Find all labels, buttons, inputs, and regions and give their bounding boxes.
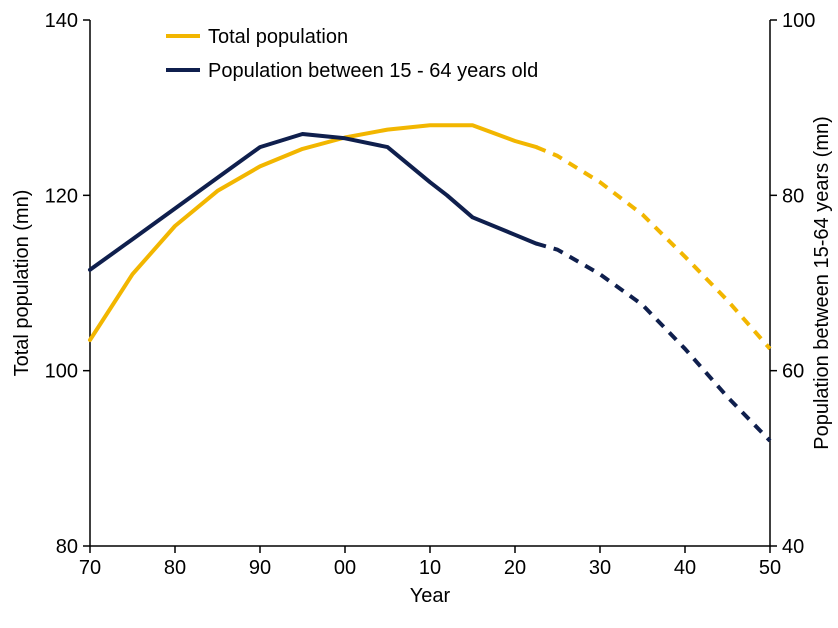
x-tick: 20 xyxy=(504,557,526,579)
chart-svg: 80100120140406080100708090001020304050To… xyxy=(0,0,838,628)
y-right-tick: 100 xyxy=(782,10,815,32)
y-right-tick: 40 xyxy=(782,536,804,558)
x-tick: 90 xyxy=(249,557,271,579)
y-left-label: Total population (mn) xyxy=(11,190,33,377)
x-tick: 00 xyxy=(334,557,356,579)
y-left-tick: 80 xyxy=(56,536,78,558)
x-tick: 30 xyxy=(589,557,611,579)
y-left-tick: 140 xyxy=(45,10,78,32)
y-right-tick: 80 xyxy=(782,185,804,207)
population-chart: 80100120140406080100708090001020304050To… xyxy=(0,0,838,628)
y-left-tick: 100 xyxy=(45,361,78,383)
x-axis-label: Year xyxy=(410,585,451,607)
legend-label: Total population xyxy=(208,26,348,48)
y-right-label: Population between 15-64 years (mn) xyxy=(811,116,833,450)
x-tick: 70 xyxy=(79,557,101,579)
x-tick: 50 xyxy=(759,557,781,579)
x-tick: 40 xyxy=(674,557,696,579)
y-right-tick: 60 xyxy=(782,361,804,383)
x-tick: 10 xyxy=(419,557,441,579)
y-left-tick: 120 xyxy=(45,185,78,207)
legend-label: Population between 15 - 64 years old xyxy=(208,60,538,82)
x-tick: 80 xyxy=(164,557,186,579)
